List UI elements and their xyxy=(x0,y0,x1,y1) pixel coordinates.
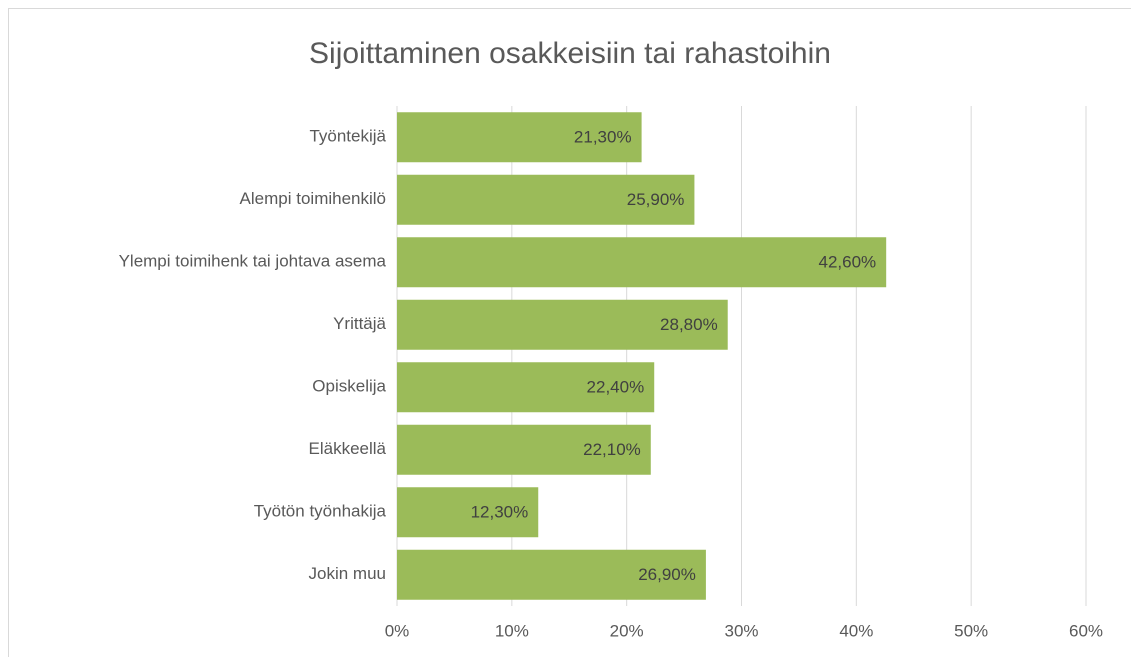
data-label: 22,10% xyxy=(583,440,641,459)
x-tick-label: 60% xyxy=(1069,621,1103,640)
x-tick-label: 40% xyxy=(839,621,873,640)
x-tick-label: 30% xyxy=(724,621,758,640)
bar xyxy=(397,174,695,225)
y-tick-label: Jokin muu xyxy=(309,564,386,583)
data-label: 12,30% xyxy=(471,503,529,522)
y-tick-label: Ylempi toimihenk tai johtava asema xyxy=(119,252,387,271)
bar xyxy=(397,424,651,475)
bar xyxy=(397,362,655,413)
x-tick-label: 0% xyxy=(385,621,410,640)
x-tick-label: 50% xyxy=(954,621,988,640)
data-label: 21,30% xyxy=(574,128,632,147)
y-tick-label: Työntekijä xyxy=(309,127,386,146)
bar xyxy=(397,237,887,288)
x-tick-label: 20% xyxy=(610,621,644,640)
data-label: 25,90% xyxy=(627,190,685,209)
y-tick-label: Yrittäjä xyxy=(333,314,386,333)
data-label: 42,60% xyxy=(819,253,877,272)
x-tick-label: 10% xyxy=(495,621,529,640)
bar xyxy=(397,487,539,538)
chart-title: Sijoittaminen osakkeisiin tai rahastoihi… xyxy=(309,37,831,70)
y-tick-label: Opiskelija xyxy=(312,377,386,396)
y-tick-label: Työtön työnhakija xyxy=(254,502,387,521)
data-label: 22,40% xyxy=(587,378,645,397)
y-tick-label: Eläkkeellä xyxy=(309,439,387,458)
y-tick-label: Alempi toimihenkilö xyxy=(240,189,386,208)
data-label: 26,90% xyxy=(638,565,696,584)
bar xyxy=(397,299,728,350)
bar xyxy=(397,549,706,600)
bar xyxy=(397,112,642,163)
data-label: 28,80% xyxy=(660,315,718,334)
